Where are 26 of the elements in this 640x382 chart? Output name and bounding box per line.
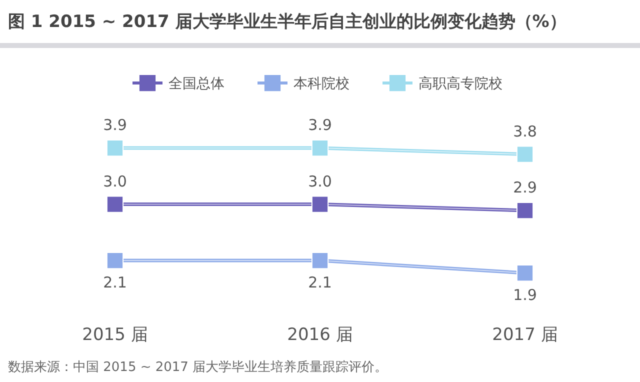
- point: [106, 196, 124, 213]
- data-label: 1.9: [513, 286, 537, 304]
- data-label: 2.1: [103, 274, 127, 292]
- legend-label: 高职高专院校: [418, 76, 502, 92]
- source-note: 数据来源：中国 2015 ~ 2017 届大学毕业生培养质量跟踪评价。: [8, 359, 388, 375]
- x-tick-label: 2016 届: [287, 325, 353, 345]
- chart-title: 图 1 2015 ~ 2017 届大学毕业生半年后自主创业的比例变化趋势（%）: [8, 12, 566, 32]
- point: [106, 139, 124, 157]
- data-label: 3.0: [308, 172, 332, 190]
- point: [311, 139, 329, 157]
- point: [516, 264, 534, 282]
- x-tick-label: 2015 届: [82, 325, 148, 345]
- legend-label: 本科院校: [294, 76, 350, 92]
- x-tick-label: 2017 届: [492, 325, 558, 345]
- point: [106, 252, 124, 270]
- legend-label: 全国总体: [168, 76, 224, 92]
- data-label: 2.1: [308, 274, 332, 292]
- data-label: 3.0: [103, 172, 127, 190]
- data-label: 3.9: [308, 116, 332, 134]
- data-label: 3.8: [513, 122, 537, 140]
- data-label: 2.9: [513, 178, 537, 196]
- point: [516, 202, 534, 220]
- point: [311, 252, 329, 270]
- point: [311, 196, 329, 213]
- point: [516, 146, 534, 163]
- data-label: 3.9: [103, 116, 127, 134]
